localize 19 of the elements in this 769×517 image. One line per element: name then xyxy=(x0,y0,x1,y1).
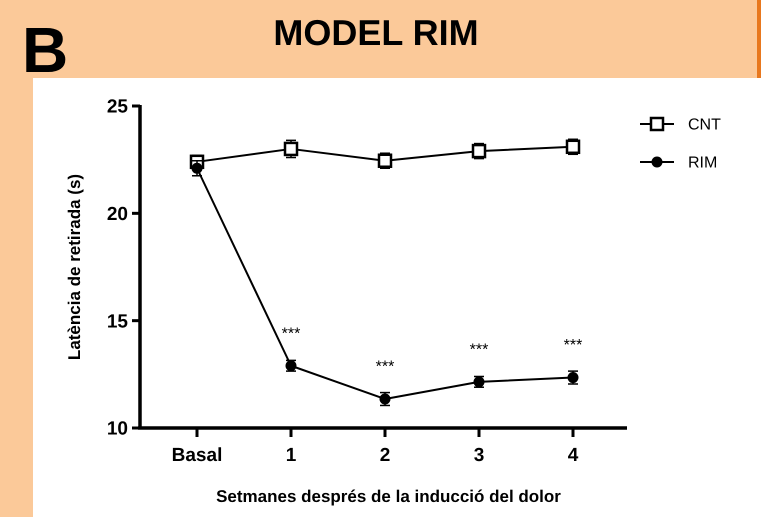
x-tick-label: 3 xyxy=(474,445,484,466)
legend-label: RIM xyxy=(688,154,718,172)
x-axis-title: Setmanes després de la inducció del dolor xyxy=(216,487,562,506)
y-tick-label: 10 xyxy=(106,418,128,440)
x-tick-label: 2 xyxy=(380,445,390,466)
x-tick-label: 4 xyxy=(568,445,579,466)
y-axis-title: Latència de retirada (s) xyxy=(65,174,84,360)
annotation: *** xyxy=(470,341,488,358)
x-tick-label: Basal xyxy=(172,445,222,466)
text: B xyxy=(22,14,68,86)
legend-label: CNT xyxy=(688,116,722,134)
x-tick-label: 1 xyxy=(286,445,297,466)
y-tick-label: 20 xyxy=(106,204,128,225)
chart-title: MODEL RIM xyxy=(273,12,479,53)
y-tick-label: 15 xyxy=(106,311,128,332)
annotation: *** xyxy=(376,358,394,376)
annotation: *** xyxy=(564,337,582,354)
annotation: *** xyxy=(282,325,300,342)
y-tick-label: 25 xyxy=(106,96,128,118)
